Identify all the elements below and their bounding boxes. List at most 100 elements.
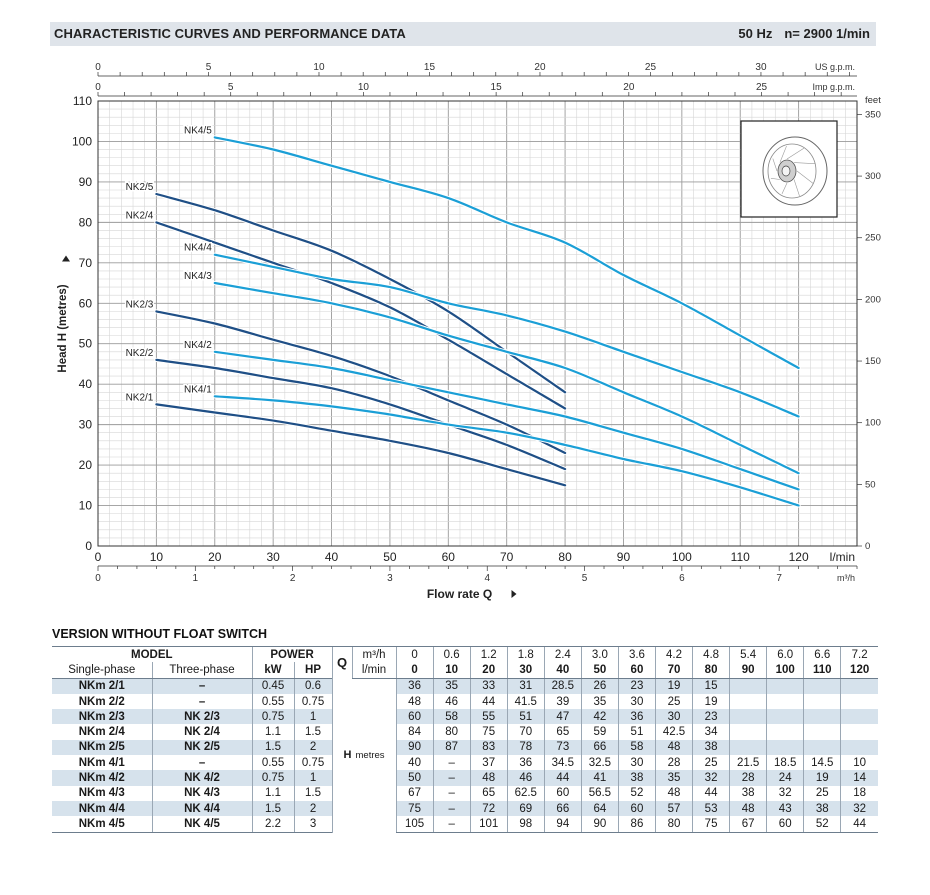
- x-tick-label: 70: [500, 550, 514, 564]
- head-value-cell: 23: [692, 709, 730, 725]
- head-value-cell: 98: [506, 816, 545, 833]
- x-tick-label: 10: [150, 550, 164, 564]
- impeller-vane: [796, 170, 814, 184]
- series-line-nk2-3: [155, 310, 567, 455]
- x-tick-label: 30: [266, 550, 280, 564]
- y-tick-label: 70: [79, 256, 93, 270]
- power-kw: 0.75: [251, 709, 295, 725]
- series-label-nk4-4: NK4/4: [184, 243, 212, 254]
- head-value-cell: [729, 724, 767, 740]
- power-hp: 3: [293, 816, 333, 833]
- head-value-cell: 70: [506, 724, 545, 740]
- q-m3h-cell: 3.6: [617, 646, 656, 663]
- impeller-vane: [786, 147, 805, 160]
- head-value-cell: 80: [432, 724, 471, 740]
- table-row: NKm 4/1–0.55 0.75 40–37 36 34.5 32.5 30 28 25 21.…: [52, 755, 878, 771]
- head-value-cell: [803, 709, 841, 725]
- series-label-nk4-3: NK4/3: [184, 271, 212, 282]
- imp-gpm-label: Imp g.p.m.: [812, 82, 855, 92]
- m3h-tick-label: 5: [582, 573, 588, 584]
- q-m3h-cell: 5.4: [729, 646, 767, 663]
- table-row: NKm 2/3 NK 2/3 0.75 1 60 58 55 51 47 42 36 30 23: [52, 709, 878, 725]
- head-value-cell: 90: [580, 816, 619, 833]
- q-m3h-cell: 0: [395, 646, 434, 663]
- series-line-nk4-1: [213, 395, 800, 507]
- impeller-inner-ring: [767, 143, 817, 199]
- head-value-cell: 36: [395, 678, 434, 694]
- power-hp: 2: [293, 800, 333, 817]
- series-line-nk4-4: [213, 253, 800, 418]
- x-tick-label: 110: [731, 550, 750, 564]
- q-m3h-cell: 3.0: [580, 646, 619, 663]
- q-lmin-cell: 40: [543, 662, 582, 679]
- q-lmin-cell: 80: [692, 662, 730, 679]
- m3h-label: m³/h: [837, 573, 855, 583]
- h-label: H: [343, 749, 352, 762]
- imp-gpm-tick-label: 5: [228, 82, 234, 93]
- head-value-cell: 59: [580, 724, 619, 740]
- q-m3h-cell: 2.4: [543, 646, 582, 663]
- head-value-cell: 44: [543, 770, 582, 786]
- us-gpm-tick-label: 5: [206, 62, 212, 73]
- head-value-cell: 75: [395, 800, 434, 817]
- power-hp: 2: [293, 739, 333, 756]
- head-value-cell: 48: [654, 739, 693, 756]
- single-phase-header: Single-phase: [52, 662, 153, 679]
- head-value-cell: 51: [617, 724, 656, 740]
- head-value-cell: 38: [729, 785, 767, 801]
- imp-gpm-tick-label: 0: [95, 82, 101, 93]
- q-lmin-cell: 10: [432, 662, 471, 679]
- m3h-tick-label: 4: [484, 573, 490, 584]
- feet-tick-label: 200: [865, 294, 881, 305]
- impeller-vane: [781, 182, 788, 194]
- head-value-cell: 35: [654, 770, 693, 786]
- q-lmin-cell: 20: [469, 662, 508, 679]
- head-value-cell: 41: [580, 770, 619, 786]
- head-value-cell: [840, 739, 878, 756]
- head-value-cell: 46: [506, 770, 545, 786]
- q-m3h-cell: 1.8: [506, 646, 545, 663]
- head-value-cell: 34.5: [543, 755, 582, 771]
- three-phase-model: NK 2/4: [151, 724, 253, 740]
- head-value-cell: [766, 678, 804, 694]
- head-value-cell: 39: [543, 693, 582, 710]
- head-value-cell: 48: [395, 693, 434, 710]
- head-value-cell: 58: [432, 709, 471, 725]
- head-value-cell: 36: [506, 755, 545, 771]
- q-lmin-cell: 100: [766, 662, 804, 679]
- head-value-cell: 14.5: [803, 755, 841, 771]
- head-value-cell: 28: [729, 770, 767, 786]
- impeller-vane: [779, 145, 787, 163]
- plot-area: [98, 101, 857, 546]
- head-value-cell: 65: [543, 724, 582, 740]
- head-value-cell: 56.5: [580, 785, 619, 801]
- series-label-nk4-2: NK4/2: [184, 340, 212, 351]
- series-label-nk2-5: NK2/5: [126, 182, 154, 193]
- imp-gpm-tick-label: 25: [756, 82, 768, 93]
- head-value-cell: 37: [469, 755, 508, 771]
- single-phase-model: NKm 4/5: [52, 816, 153, 833]
- three-phase-model: NK 4/2: [151, 770, 253, 786]
- us-gpm-tick-label: 0: [95, 62, 101, 73]
- head-value-cell: [840, 724, 878, 740]
- table-row: NKm 2/4 NK 2/4 1.1 1.5 84 80 75 70 65 59 51 42.5 34: [52, 724, 878, 740]
- x-tick-label: 50: [383, 550, 397, 564]
- head-value-cell: 24: [766, 770, 804, 786]
- head-value-cell: 32: [692, 770, 730, 786]
- table-title: VERSION WITHOUT FLOAT SWITCH: [52, 627, 268, 641]
- head-value-cell: –: [432, 755, 471, 771]
- table-row: NKm 4/4 NK 4/4 1.5 2 75–72 69 66 64 60 57 53 48 43 38…: [52, 800, 878, 817]
- head-value-cell: [803, 739, 841, 756]
- x-tick-label: 40: [325, 550, 339, 564]
- head-value-cell: 30: [654, 709, 693, 725]
- three-phase-model: NK 4/4: [151, 800, 253, 817]
- series-label-nk4-1: NK4/1: [184, 384, 212, 395]
- head-value-cell: 44: [840, 816, 878, 833]
- feet-label: feet: [865, 95, 881, 106]
- head-value-cell: [766, 739, 804, 756]
- model-header: MODEL: [52, 646, 253, 663]
- power-kw: 1.1: [251, 724, 295, 740]
- head-value-cell: 18: [840, 785, 878, 801]
- head-value-cell: –: [432, 785, 471, 801]
- head-value-cell: –: [432, 800, 471, 817]
